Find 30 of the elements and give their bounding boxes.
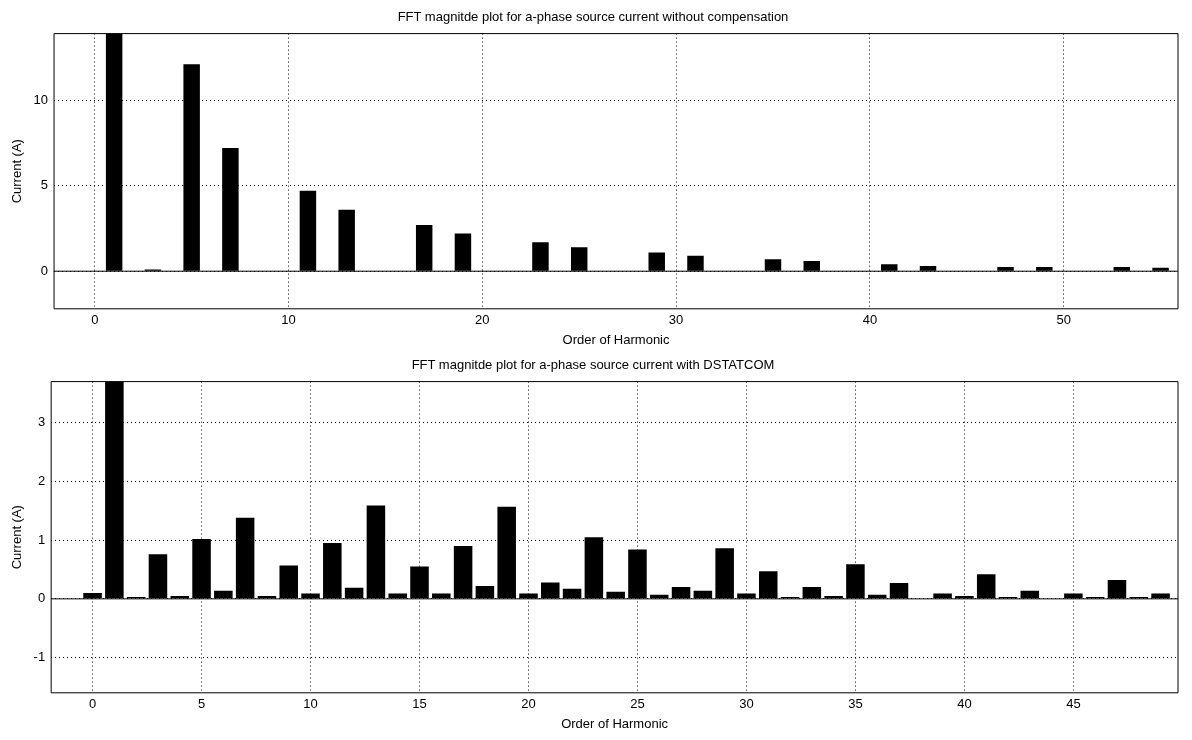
x-tick-label: 20 [521,696,536,712]
y-tick-label: -1 [33,649,46,665]
x-axis-title: Order of Harmonic [561,715,669,731]
x-tick-label: 50 [1056,312,1071,328]
x-tick-label: 35 [848,696,863,712]
y-tick-label: 0 [37,590,46,606]
x-tick-label: 25 [630,696,645,712]
x-tick-label: 30 [668,312,684,328]
x-tick-label: 10 [281,312,296,328]
x-tick-label: 0 [91,312,99,328]
y-tick-label: 2 [37,473,46,488]
y-tick-label: 5 [40,177,49,193]
x-tick-label: 10 [303,696,318,712]
x-tick-label: 0 [88,696,97,712]
y-axis-title: Current (A) [9,505,25,570]
y-tick-label: 0 [40,262,49,278]
chart-title: FFT magnitde plot for a-phase source current without compensation [397,9,789,25]
y-tick-label: 10 [33,91,49,107]
y-axis-title: Current (A) [9,139,25,204]
x-tick-label: 40 [957,696,972,712]
x-tick-label: 5 [197,696,206,712]
chart-title: FFT magnitde plot for a-phase source current with DSTATCOM [411,357,775,373]
x-tick-label: 40 [862,312,878,328]
x-tick-label: 30 [739,696,754,712]
x-tick-label: 15 [412,696,427,712]
x-axis-title: Order of Harmonic [562,331,670,347]
x-tick-label: 20 [475,312,490,328]
y-tick-label: 1 [37,531,46,547]
x-tick-label: 45 [1066,696,1081,712]
y-tick-label: 3 [37,414,46,430]
